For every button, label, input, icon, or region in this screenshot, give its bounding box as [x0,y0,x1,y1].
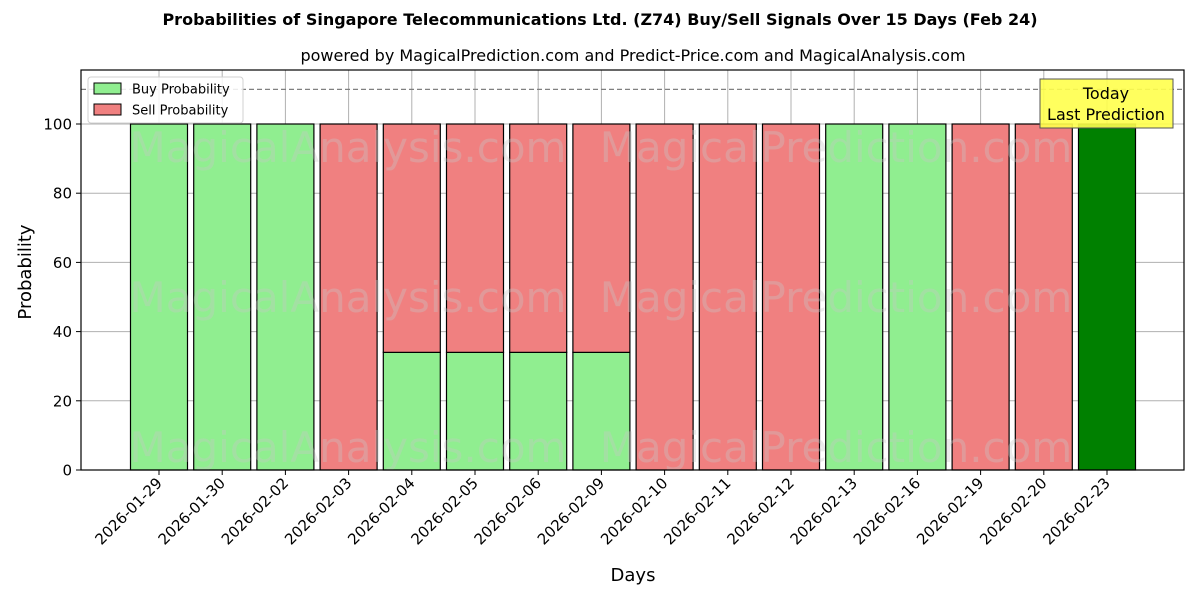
today-annotation: Today Last Prediction [1039,78,1174,129]
bar-sell [635,123,694,471]
bar-buy [445,351,505,471]
x-tick-label: 2026-02-03 [281,474,355,548]
legend-swatch-buy [93,82,122,95]
y-tick-label: 80 [53,185,72,203]
x-tick-label: 2026-02-20 [976,474,1050,548]
annotation-line2: Last Prediction [1047,105,1165,124]
annotation-box [1039,78,1174,129]
y-tick-label: 40 [53,323,72,341]
watermarks: MagicalAnalysis.com MagicalPrediction.com… [130,123,1073,472]
bar-sell [1014,123,1073,471]
legend-box [87,76,244,124]
chart-subtitle: powered by MagicalPrediction.com and Pre… [300,46,966,65]
watermark: MagicalPrediction.com [600,423,1073,472]
legend-label-sell: Sell Probability [132,104,229,119]
y-tick-label: 20 [53,392,72,410]
x-tick-label: 2026-02-19 [913,474,987,548]
watermark: MagicalPrediction.com [600,273,1073,322]
bar-buy [129,123,189,471]
bar-sell [382,123,441,353]
watermark: MagicalAnalysis.com [130,273,567,322]
chart-title: Probabilities of Singapore Telecommunica… [162,10,1038,29]
bar-buy [256,123,315,471]
x-tick-label: 2026-02-09 [534,474,608,548]
legend-swatch-sell [93,103,122,116]
bar-buy [825,123,884,471]
bar-buy-today [1077,123,1137,471]
x-tick-label: 2026-02-23 [1039,474,1113,548]
x-tick-label: 2026-02-16 [850,474,924,548]
legend-label-buy: Buy Probability [132,83,230,98]
bar-sell [761,123,821,471]
annotation-line1: Today [1082,84,1129,103]
legend: Buy Probability Sell Probability [87,76,244,124]
plot-frame [80,69,1185,471]
x-tick-label: 2026-01-29 [91,474,165,548]
watermark: MagicalAnalysis.com [130,123,567,172]
x-tick-label: 2026-02-12 [723,474,797,548]
y-tick-label: 60 [53,254,72,272]
x-axis-label: Days [611,565,656,586]
bar-buy [888,123,947,471]
y-tick-label: 100 [43,116,72,134]
x-tick-label: 2026-01-30 [155,474,229,548]
bar-buy [193,123,252,471]
x-tick-label: 2026-02-04 [344,474,418,548]
x-tick-label: 2026-02-05 [407,474,481,548]
bar-sell [509,123,568,353]
watermark: MagicalPrediction.com [600,123,1073,172]
bar-sell [572,123,631,353]
x-tick-label: 2026-02-02 [218,474,292,548]
x-tick-label: 2026-02-13 [787,474,861,548]
watermark: MagicalAnalysis.com [130,423,567,472]
x-tick-label: 2026-02-10 [597,474,671,548]
x-tick-label: 2026-02-11 [660,474,734,548]
x-tick-label: 2026-02-06 [471,474,545,548]
bar-sell [319,123,378,471]
y-tick-label: 0 [62,462,72,480]
bar-sell [445,123,505,353]
bar-sell [698,123,757,471]
bars [129,123,1137,471]
y-axis-label: Probability [15,224,36,319]
